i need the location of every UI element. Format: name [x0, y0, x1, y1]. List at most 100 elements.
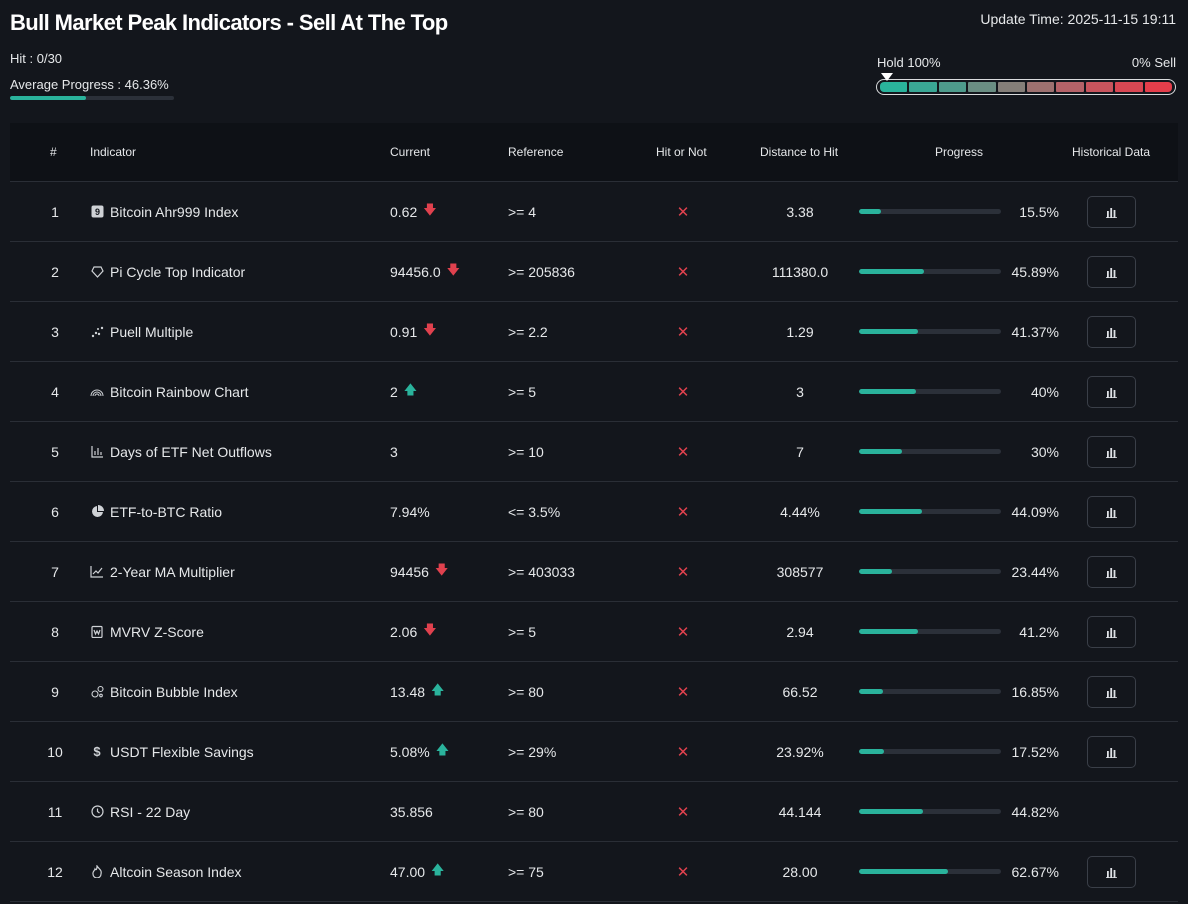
progress-fill: [859, 749, 884, 754]
progress-fill: [859, 269, 925, 274]
current-value-cell: 0.91 🡇: [390, 302, 437, 361]
bar-chart-icon: [1105, 206, 1118, 218]
flame-icon: [90, 865, 104, 879]
gauge-segment: [1115, 82, 1143, 92]
historical-data-cell: [1087, 182, 1136, 241]
current-value-cell: 2 🡅: [390, 362, 417, 421]
indicator-link[interactable]: Bitcoin Bubble Index: [90, 662, 238, 721]
indicator-link[interactable]: $ USDT Flexible Savings: [90, 722, 253, 781]
header-hit: Hit or Not: [656, 145, 707, 159]
indicator-link[interactable]: 2-Year MA Multiplier: [90, 542, 235, 601]
header-reference: Reference: [508, 145, 564, 159]
trend-down-icon: 🡇: [434, 561, 449, 577]
historical-data-button[interactable]: [1087, 375, 1136, 408]
progress-percent: 40%: [1030, 383, 1059, 400]
current-value-cell: 0.62 🡇: [390, 182, 437, 241]
indicator-name: Bitcoin Ahr999 Index: [110, 203, 239, 220]
progress-bar: [859, 482, 1001, 541]
progress-bar: [859, 362, 1001, 421]
indicator-link[interactable]: Altcoin Season Index: [90, 842, 242, 901]
line-chart-icon: [90, 565, 104, 579]
indicator-link[interactable]: Bitcoin Rainbow Chart: [90, 362, 249, 421]
historical-data-button[interactable]: [1087, 615, 1136, 648]
bar-chart-icon: [1105, 626, 1118, 638]
gauge-segment: [968, 82, 996, 92]
historical-data-button[interactable]: [1087, 195, 1136, 228]
distance-value: 66.52: [782, 683, 818, 700]
reference-value: >= 29%: [508, 743, 557, 760]
indicator-link[interactable]: MVRV Z-Score: [90, 602, 204, 661]
gauge-segment: [909, 82, 937, 92]
indicator-link[interactable]: RSI - 22 Day: [90, 782, 190, 841]
indicator-link[interactable]: Puell Multiple: [90, 302, 193, 361]
pie-chart-icon: [90, 505, 104, 519]
progress-percent: 41.2%: [1019, 623, 1059, 640]
bar-chart-icon: [1105, 506, 1118, 518]
bar-chart-icon: [1105, 746, 1118, 758]
row-number: 6: [51, 503, 59, 520]
progress-bar: [859, 842, 1001, 901]
gauge-segment: [1085, 82, 1114, 92]
table-row: 7 2-Year MA Multiplier 94456 🡇 >= 403033 ✕ 308…: [10, 542, 1178, 602]
trend-up-icon: 🡅: [431, 681, 445, 697]
row-number: 3: [51, 323, 59, 340]
progress-bar: [859, 542, 1001, 601]
table-row: 8 MVRV Z-Score 2.06 🡇 >= 5 ✕ 2.94 41.2%: [10, 602, 1178, 662]
bar-chart-icon: [90, 445, 104, 459]
bar-chart-icon: [1105, 326, 1118, 338]
historical-data-button[interactable]: [1087, 855, 1136, 888]
historical-data-cell: [1087, 602, 1136, 661]
table-body: 1 9 Bitcoin Ahr999 Index 0.62 🡇 >= 4 ✕ 3.38 15.5…: [10, 182, 1178, 902]
progress-percent: 44.82%: [1011, 803, 1059, 820]
table-row: 3 Puell Multiple 0.91 🡇 >= 2.2 ✕ 1.29 41.37%: [10, 302, 1178, 362]
progress-fill: [859, 809, 923, 814]
historical-data-button[interactable]: [1087, 735, 1136, 768]
hit-count: Hit : 0/30: [10, 51, 63, 66]
progress-percent: 41.37%: [1011, 323, 1059, 340]
row-number: 8: [51, 623, 59, 640]
indicator-link[interactable]: ETF-to-BTC Ratio: [90, 482, 222, 541]
progress-bar: [859, 422, 1001, 481]
trend-down-icon: 🡇: [423, 621, 437, 637]
header-progress: Progress: [935, 145, 984, 159]
current-value: 7.94%: [390, 503, 430, 520]
trend-down-icon: 🡇: [423, 201, 437, 217]
current-value-cell: 2.06 🡇: [390, 602, 437, 661]
progress-percent: 62.67%: [1011, 863, 1059, 880]
not-hit-icon: ✕: [676, 563, 690, 581]
svg-text:$: $: [93, 745, 101, 758]
progress-percent: 15.5%: [1019, 203, 1059, 220]
distance-value: 4.44%: [780, 503, 820, 520]
current-value: 94456.0: [390, 263, 441, 280]
gauge-marker-icon: [881, 73, 893, 81]
historical-data-cell: [1087, 662, 1136, 721]
indicator-link[interactable]: Days of ETF Net Outflows: [90, 422, 272, 481]
historical-data-cell: [1087, 302, 1136, 361]
mvrv-icon: [90, 625, 104, 639]
historical-data-button[interactable]: [1087, 255, 1136, 288]
trend-up-icon: 🡅: [431, 861, 445, 877]
progress-fill: [859, 449, 902, 454]
average-progress-fill: [10, 96, 87, 100]
historical-data-button[interactable]: [1087, 315, 1136, 348]
header-distance: Distance to Hit: [760, 145, 839, 159]
indicator-link[interactable]: Pi Cycle Top Indicator: [90, 242, 245, 301]
table-row: 11 RSI - 22 Day 35.856 >= 80 ✕ 44.144 44.82%: [10, 782, 1178, 842]
progress-percent: 23.44%: [1011, 563, 1059, 580]
historical-data-button[interactable]: [1087, 555, 1136, 588]
indicator-name: ETF-to-BTC Ratio: [110, 503, 223, 520]
historical-data-button[interactable]: [1087, 675, 1136, 708]
historical-data-button[interactable]: [1087, 495, 1136, 528]
not-hit-icon: ✕: [676, 743, 690, 761]
current-value: 0.91: [390, 323, 418, 340]
current-value: 0.62: [390, 203, 418, 220]
header-historical: Historical Data: [1072, 145, 1151, 159]
historical-data-cell: [1087, 482, 1136, 541]
progress-fill: [859, 509, 922, 514]
row-number: 1: [51, 203, 59, 220]
indicator-link[interactable]: 9 Bitcoin Ahr999 Index: [90, 182, 238, 241]
gauge-sell-label: 0% Sell: [1131, 55, 1176, 70]
historical-data-button[interactable]: [1087, 435, 1136, 468]
distance-value: 28.00: [782, 863, 818, 880]
clock-icon: [90, 805, 104, 819]
